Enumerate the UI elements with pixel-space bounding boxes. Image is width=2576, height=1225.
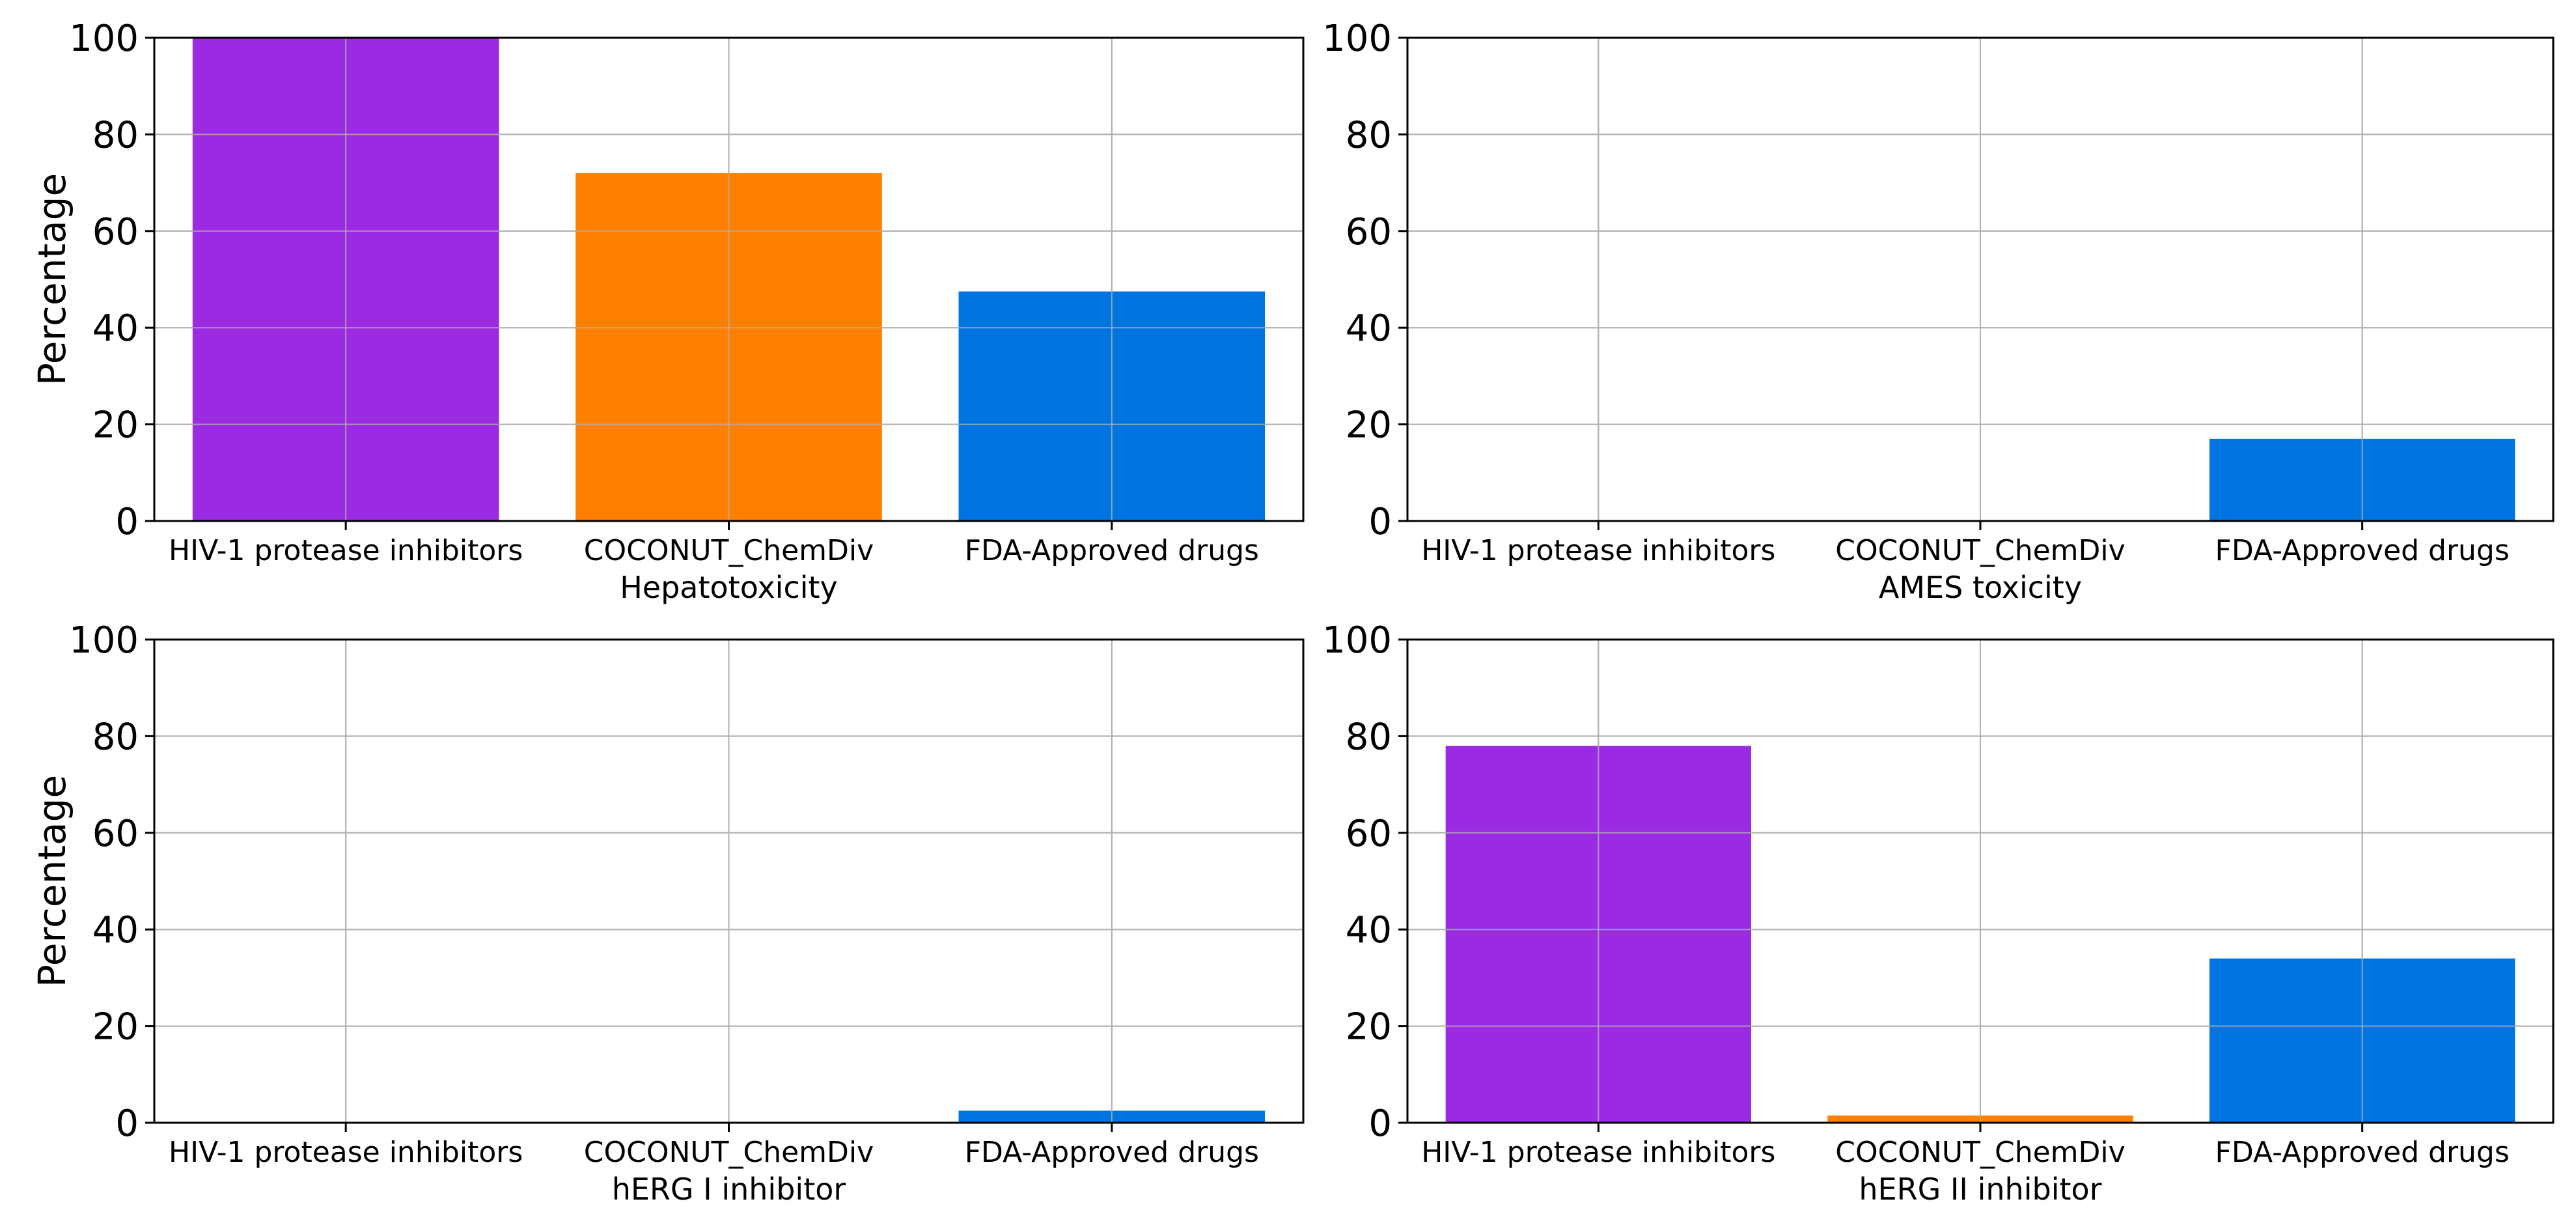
y-tick-label: 80 (1346, 114, 1392, 156)
y-tick-label: 40 (92, 909, 139, 951)
y-tick-label: 20 (92, 404, 139, 447)
y-tick-label: 100 (1322, 18, 1392, 60)
y-axis-label: Percentage (30, 775, 74, 987)
chart-panel-2: 0 20 40 60 80 100 HIV-1 protease inhibitors COC… (1322, 18, 2555, 605)
x-tick-label: FDA-Approved drugs (965, 534, 1259, 567)
chart-panel-4: 0 20 40 60 80 100 HIV-1 protease inhibitors COC… (1322, 619, 2555, 1207)
chart-panel-3: 0 20 40 60 80 100 HIV-1 protease inhibitors COC… (30, 619, 1305, 1207)
y-tick-label: 80 (1346, 716, 1392, 758)
y-tick-label: 20 (1346, 404, 1392, 447)
y-tick-label: 80 (92, 716, 139, 758)
y-tick-label: 60 (92, 813, 139, 855)
x-tick-label: HIV-1 protease inhibitors (1421, 534, 1775, 567)
x-tick-label: COCONUT_ChemDiv (584, 1136, 874, 1169)
y-axis-label: Percentage (30, 173, 74, 386)
y-tick-label: 80 (92, 114, 139, 156)
y-tick-label: 60 (1346, 813, 1392, 855)
x-axis-label: hERG I inhibitor (612, 1172, 846, 1207)
x-axis-label: Hepatotoxicity (620, 570, 838, 605)
y-tick-label: 0 (115, 1103, 139, 1145)
x-tick-label: COCONUT_ChemDiv (584, 534, 874, 567)
y-tick-label: 60 (92, 211, 139, 253)
axes-frame (153, 638, 1305, 1124)
y-tick-label: 0 (115, 501, 139, 543)
x-tick-label: HIV-1 protease inhibitors (169, 1136, 523, 1169)
x-tick-label: COCONUT_ChemDiv (1835, 534, 2125, 567)
y-tick-label: 100 (69, 18, 139, 60)
x-tick-label: HIV-1 protease inhibitors (1421, 1136, 1775, 1169)
axes-frame (1406, 638, 2555, 1124)
x-tick-label: FDA-Approved drugs (965, 1136, 1259, 1169)
axes-frame (1406, 36, 2555, 522)
y-tick-label: 0 (1368, 1103, 1392, 1145)
x-tick-label: COCONUT_ChemDiv (1835, 1136, 2125, 1169)
x-tick-label: HIV-1 protease inhibitors (169, 534, 523, 567)
x-tick-label: FDA-Approved drugs (2215, 534, 2510, 567)
y-tick-label: 0 (1368, 501, 1392, 543)
y-tick-label: 40 (1346, 909, 1392, 951)
y-tick-label: 40 (1346, 307, 1392, 350)
y-tick-label: 100 (69, 619, 139, 662)
y-tick-label: 40 (92, 307, 139, 350)
axes-frame (153, 36, 1305, 522)
y-tick-label: 20 (92, 1006, 139, 1049)
y-tick-label: 100 (1322, 619, 1392, 662)
x-tick-label: FDA-Approved drugs (2215, 1136, 2510, 1169)
y-tick-label: 20 (1346, 1006, 1392, 1049)
x-axis-label: hERG II inhibitor (1859, 1172, 2101, 1207)
y-tick-label: 60 (1346, 211, 1392, 253)
chart-panel-1: 0 20 40 60 80 100 HIV-1 protease inhibitors COC… (30, 18, 1305, 605)
x-axis-label: AMES toxicity (1879, 570, 2082, 605)
